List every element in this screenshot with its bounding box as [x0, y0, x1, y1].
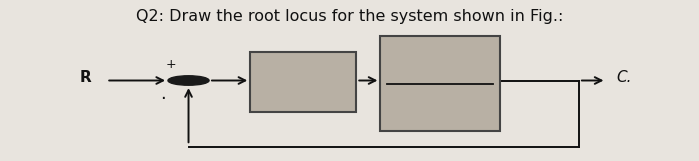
Text: s + 3: s + 3	[422, 53, 459, 67]
Text: R: R	[80, 70, 92, 85]
FancyBboxPatch shape	[380, 36, 500, 131]
Circle shape	[168, 76, 209, 85]
Text: C.: C.	[617, 70, 632, 85]
FancyBboxPatch shape	[250, 52, 356, 112]
Text: +: +	[166, 58, 177, 71]
Text: Q2: Draw the root locus for the system shown in Fig.:: Q2: Draw the root locus for the system s…	[136, 9, 563, 24]
Text: k(s + 2): k(s + 2)	[274, 75, 333, 90]
Text: ⋅: ⋅	[159, 90, 166, 109]
Text: s(s + 1): s(s + 1)	[413, 99, 468, 113]
